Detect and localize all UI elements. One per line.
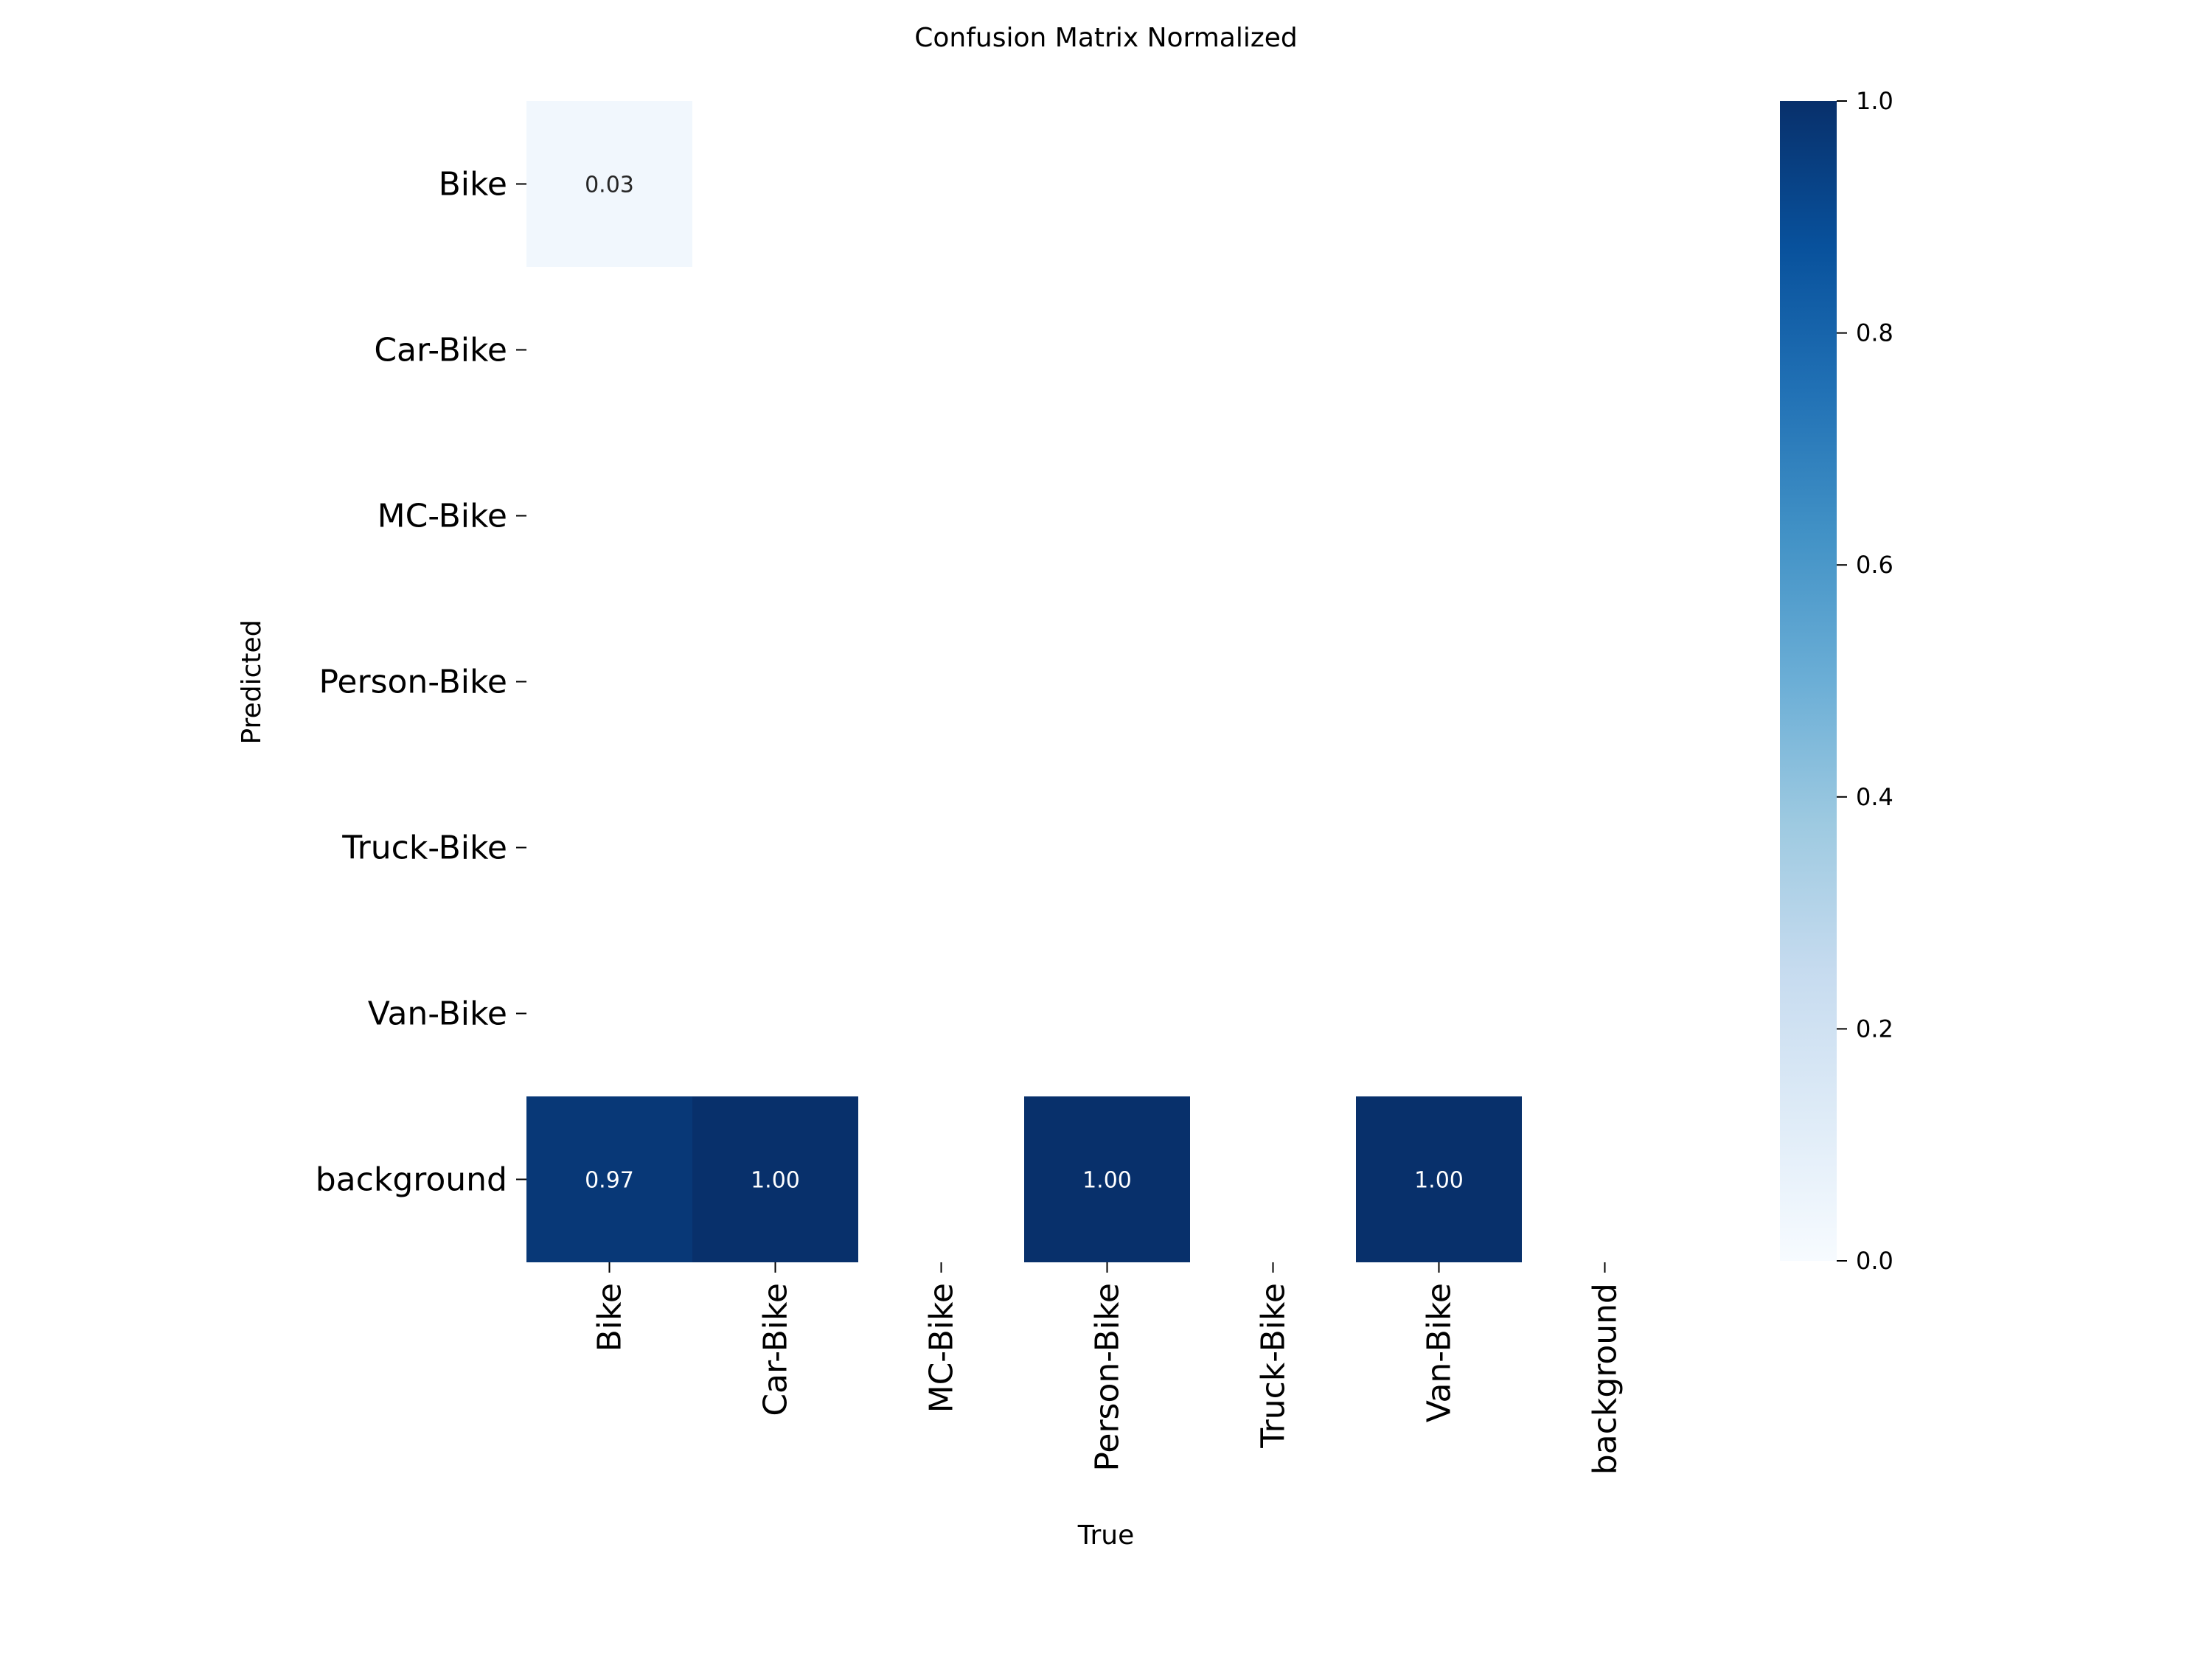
heatmap-cell — [1024, 1096, 1190, 1262]
x-tick-label: Person-Bike — [1089, 1283, 1127, 1472]
colorbar-tick-label: 0.0 — [1856, 1247, 1893, 1275]
colorbar-tick-label: 0.6 — [1856, 551, 1893, 579]
y-tick-label: Van-Bike — [368, 995, 507, 1033]
y-tick-label: background — [316, 1161, 507, 1199]
x-tick-label: Bike — [591, 1283, 629, 1352]
x-tick-label: background — [1587, 1283, 1624, 1475]
y-tick-label: Bike — [439, 166, 507, 204]
y-tick-label: Truck-Bike — [341, 830, 507, 867]
colorbar-tick-label: 0.4 — [1856, 783, 1893, 811]
cell-value-label: 0.97 — [585, 1168, 634, 1194]
heatmap-cell — [1356, 1096, 1522, 1262]
cell-value-label: 1.00 — [751, 1168, 800, 1194]
cell-value-label: 1.00 — [1414, 1168, 1464, 1194]
cell-value-label: 0.03 — [585, 173, 634, 198]
y-tick-label: Person-Bike — [319, 664, 507, 701]
colorbar-tick-label: 0.8 — [1856, 319, 1893, 347]
x-axis-ticks: Bike Car-Bike MC-Bike Person-Bike Truck-Bike… — [591, 1262, 1624, 1475]
x-tick-label: Car-Bike — [757, 1283, 795, 1416]
colorbar-tick-label: 1.0 — [1856, 87, 1893, 115]
heatmap-cell — [526, 101, 692, 267]
y-axis-ticks: Bike Car-Bike MC-Bike Person-Bike Truck-Bike… — [316, 166, 526, 1199]
colorbar — [1780, 101, 1837, 1261]
cell-value-label: 1.00 — [1082, 1168, 1132, 1194]
x-tick-label: MC-Bike — [923, 1283, 961, 1413]
chart-title: Confusion Matrix Normalized — [914, 23, 1297, 53]
y-tick-label: MC-Bike — [378, 498, 507, 535]
heatmap-cell — [692, 1096, 858, 1262]
heatmap-cells — [526, 101, 1522, 1262]
y-axis-label: Predicted — [237, 620, 267, 745]
heatmap-cell-labels: 0.03 0.97 1.00 1.00 1.00 — [585, 173, 1464, 1194]
colorbar-ticks: 0.0 0.2 0.4 0.6 0.8 1.0 — [1837, 87, 1893, 1275]
x-tick-label: Van-Bike — [1421, 1283, 1458, 1422]
x-axis-label: True — [1077, 1520, 1134, 1551]
y-tick-label: Car-Bike — [374, 332, 507, 369]
colorbar-tick-label: 0.2 — [1856, 1015, 1893, 1043]
x-tick-label: Truck-Bike — [1255, 1283, 1293, 1449]
heatmap-cell — [526, 1096, 692, 1262]
